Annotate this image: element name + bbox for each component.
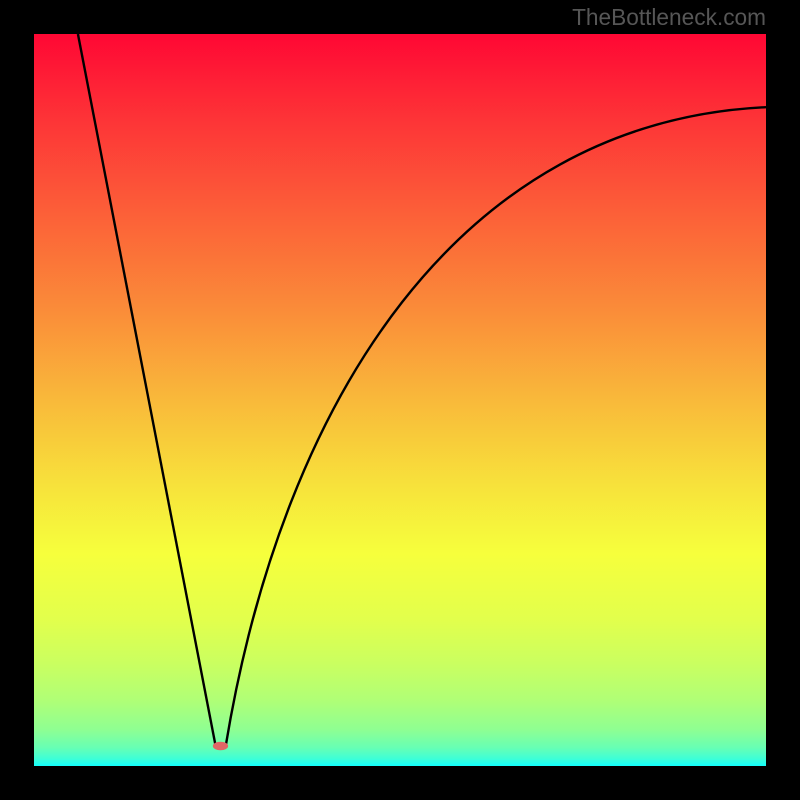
chart-container: TheBottleneck.com: [0, 0, 800, 800]
curve-left-branch: [78, 34, 216, 746]
watermark-text: TheBottleneck.com: [572, 4, 766, 31]
cusp-marker: [212, 741, 229, 751]
curve-overlay: [34, 34, 766, 766]
cusp-ellipse: [213, 742, 227, 750]
plot-area: [34, 34, 766, 766]
curve-right-branch: [226, 107, 766, 745]
